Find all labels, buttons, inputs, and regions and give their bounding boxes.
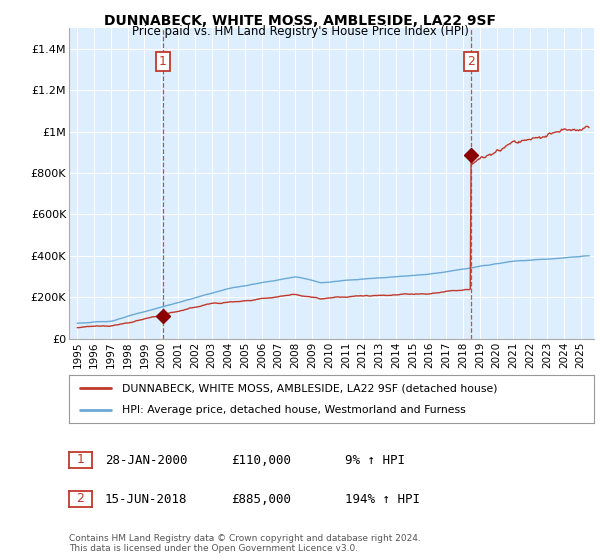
Text: DUNNABECK, WHITE MOSS, AMBLESIDE, LA22 9SF: DUNNABECK, WHITE MOSS, AMBLESIDE, LA22 9… xyxy=(104,14,496,28)
Text: £885,000: £885,000 xyxy=(231,493,291,506)
Text: 2: 2 xyxy=(76,492,85,506)
Text: HPI: Average price, detached house, Westmorland and Furness: HPI: Average price, detached house, West… xyxy=(121,405,465,415)
Text: Contains HM Land Registry data © Crown copyright and database right 2024.
This d: Contains HM Land Registry data © Crown c… xyxy=(69,534,421,553)
Text: Price paid vs. HM Land Registry's House Price Index (HPI): Price paid vs. HM Land Registry's House … xyxy=(131,25,469,38)
Text: £110,000: £110,000 xyxy=(231,454,291,467)
Text: 2: 2 xyxy=(467,55,475,68)
Text: 9% ↑ HPI: 9% ↑ HPI xyxy=(345,454,405,467)
Text: 1: 1 xyxy=(76,453,85,466)
Text: 194% ↑ HPI: 194% ↑ HPI xyxy=(345,493,420,506)
Text: DUNNABECK, WHITE MOSS, AMBLESIDE, LA22 9SF (detached house): DUNNABECK, WHITE MOSS, AMBLESIDE, LA22 9… xyxy=(121,383,497,393)
Text: 28-JAN-2000: 28-JAN-2000 xyxy=(105,454,187,467)
Text: 15-JUN-2018: 15-JUN-2018 xyxy=(105,493,187,506)
Text: 1: 1 xyxy=(158,55,167,68)
